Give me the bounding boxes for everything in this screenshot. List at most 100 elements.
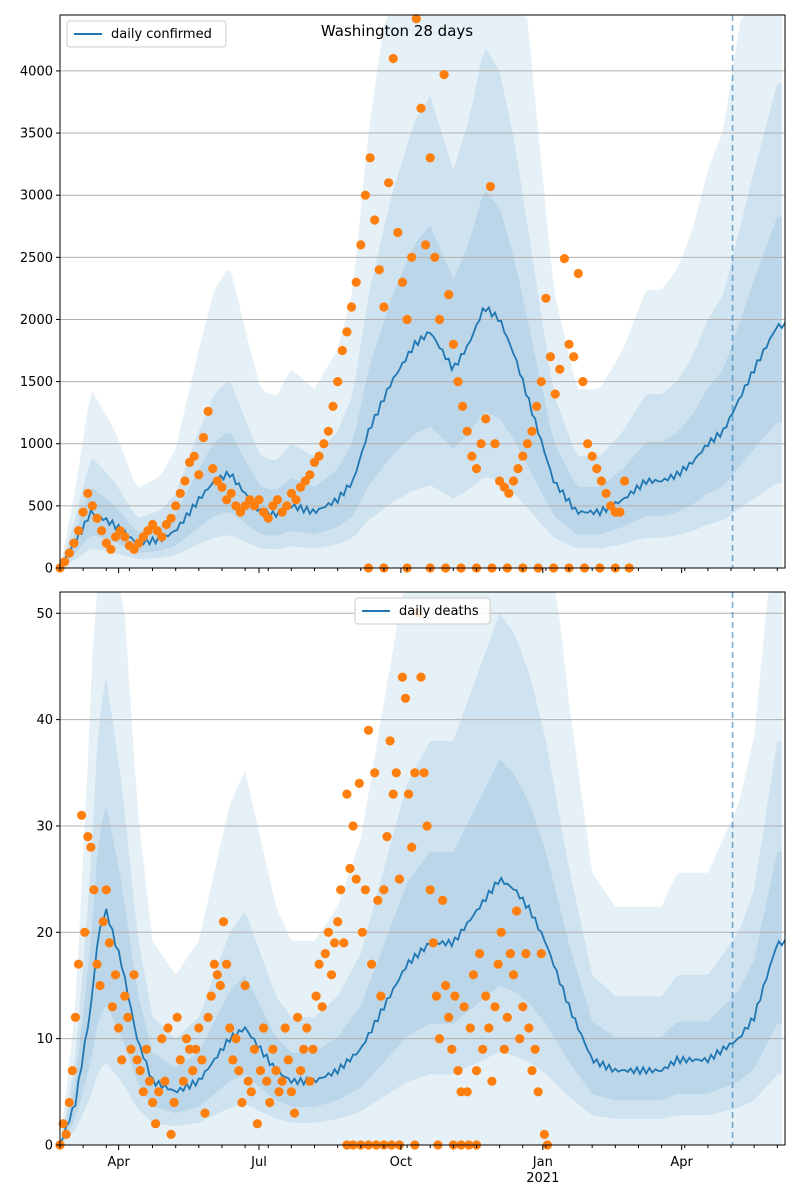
deaths-observation-point (323, 927, 333, 937)
confirmed-observation-point (171, 501, 181, 511)
deaths-observation-point (481, 991, 491, 1001)
deaths-observation-point (151, 1119, 161, 1129)
confirmed-observation-point (592, 464, 602, 474)
deaths-uncertainty-bands (60, 592, 782, 1145)
deaths-observation-point (357, 927, 367, 937)
deaths-y-ticks: 0 10 20 30 40 50 (36, 607, 60, 1154)
deaths-observation-point (502, 1012, 512, 1023)
deaths-observation-point (148, 1097, 158, 1108)
deaths-observation-point (314, 959, 324, 969)
y-tick-label: 500 (28, 499, 53, 514)
deaths-observation-point (333, 917, 343, 927)
deaths-observation-point (348, 821, 358, 831)
deaths-observation-point (367, 959, 377, 969)
confirmed-gridlines (60, 70, 785, 507)
confirmed-observation-point (587, 451, 597, 461)
deaths-observation-point (231, 1034, 241, 1044)
deaths-observation-point (354, 778, 364, 789)
deaths-observation-point (373, 895, 383, 906)
confirmed-observation-point (471, 464, 482, 474)
deaths-observation-point (308, 1044, 318, 1054)
deaths-observation-point (289, 1108, 300, 1118)
confirmed-observation-point (203, 406, 213, 416)
confirmed-observation-point (522, 439, 533, 449)
confirmed-observation-point (379, 302, 389, 312)
deaths-observation-point (222, 959, 232, 969)
confirmed-observation-point (411, 14, 421, 24)
deaths-legend-box (354, 597, 491, 625)
confirmed-observation-point (550, 389, 560, 399)
confirmed-observation-point (323, 426, 333, 436)
deaths-legend: daily deaths (354, 597, 491, 625)
confirmed-observation-point (64, 548, 74, 558)
deaths-observation-point (434, 1034, 445, 1044)
confirmed-observation-point (374, 265, 384, 275)
deaths-observation-point (197, 1055, 207, 1065)
confirmed-observation-point (180, 476, 190, 486)
deaths-observation-point (249, 1044, 259, 1054)
confirmed-observation-point (272, 495, 283, 505)
deaths-observation-point (107, 1002, 117, 1012)
deaths-observation-point (262, 1076, 272, 1086)
confirmed-observation-point (416, 103, 426, 113)
confirmed-observation-point (467, 451, 477, 461)
deaths-observation-point (508, 970, 519, 980)
deaths-observation-point (225, 1023, 235, 1033)
confirmed-observation-point (226, 488, 236, 498)
y-tick-label: 40 (36, 713, 53, 728)
deaths-observation-point (530, 1044, 540, 1054)
deaths-observation-point (95, 980, 105, 991)
deaths-observation-point (101, 885, 111, 895)
confirmed-line-group (59, 305, 786, 569)
confirmed-observation-point (508, 476, 519, 486)
y-tick-label: 1500 (20, 375, 53, 390)
confirmed-observation-point (157, 532, 167, 542)
confirmed-observation-point (439, 70, 449, 80)
deaths-observation-point (98, 917, 108, 927)
y-tick-label: 50 (36, 607, 53, 622)
deaths-observation-point (450, 991, 460, 1001)
deaths-observation-point (178, 1076, 188, 1086)
confirmed-observation-point (69, 538, 79, 548)
deaths-observation-point (404, 789, 414, 799)
x-tick-label: Jul (250, 1155, 267, 1170)
deaths-observation-point (478, 1044, 488, 1054)
deaths-observation-point (499, 1044, 509, 1054)
confirmed-observation-point (319, 439, 329, 449)
deaths-observation-point (394, 874, 404, 884)
deaths-observation-point (191, 1044, 201, 1054)
y-tick-label: 10 (36, 1032, 53, 1047)
confirmed-observation-point (333, 377, 343, 387)
deaths-observation-point (536, 949, 546, 959)
deaths-observation-point (240, 980, 250, 991)
deaths-observation-point (468, 970, 478, 980)
confirmed-uncertainty-bands (60, 15, 782, 569)
confirmed-observation-point (559, 254, 570, 264)
deaths-observation-point (363, 725, 374, 735)
deaths-observation-point (459, 1002, 469, 1012)
confirmed-observation-point (83, 488, 93, 498)
confirmed-observation-point (254, 495, 264, 505)
deaths-observation-point (518, 1002, 528, 1012)
confirmed-observation-point (532, 401, 542, 411)
deaths-observation-point (360, 885, 370, 895)
y-tick-label: 0 (45, 562, 53, 577)
confirmed-observation-point (569, 352, 579, 362)
confirmed-observation-point (60, 557, 70, 567)
confirmed-observation-point (402, 314, 412, 325)
confirmed-observation-point (291, 495, 301, 505)
confirmed-observation-point (208, 464, 218, 474)
confirmed-observation-point (527, 426, 537, 436)
deaths-observation-point (382, 832, 392, 842)
confirmed-observation-point (481, 414, 491, 424)
deaths-observation-point (203, 1012, 213, 1023)
deaths-legend-label: daily deaths (399, 604, 479, 619)
y-tick-label: 2500 (20, 251, 53, 266)
confirmed-observation-point (601, 488, 611, 498)
deaths-observation-point (169, 1097, 179, 1108)
deaths-observation-point (86, 842, 96, 852)
deaths-observation-point (277, 1076, 287, 1086)
confirmed-observation-point (217, 482, 227, 492)
deaths-observation-point (188, 1066, 198, 1076)
